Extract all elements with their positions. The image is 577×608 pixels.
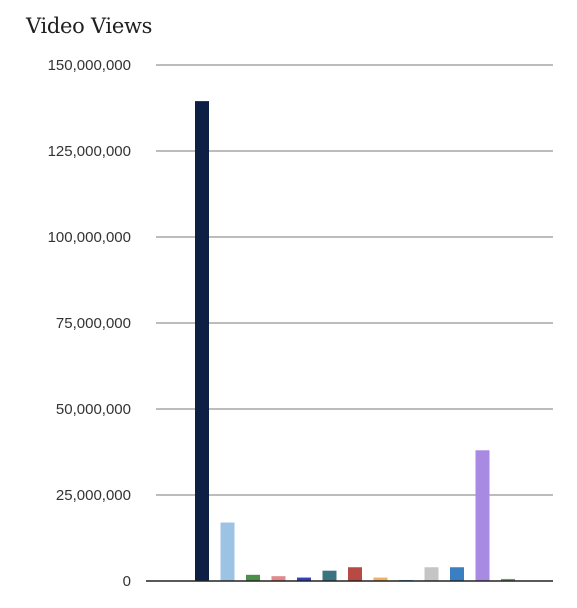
y-tick-label: 100,000,000: [48, 229, 131, 246]
y-tick-label: 150,000,000: [48, 57, 131, 74]
bar: [297, 577, 311, 581]
bar: [475, 450, 490, 581]
bar: [373, 577, 388, 581]
chart-title: Video Views: [26, 14, 153, 38]
bar: [322, 570, 337, 581]
bar: [271, 576, 286, 581]
bar: [501, 578, 515, 581]
y-tick-label: 125,000,000: [48, 143, 131, 160]
bar: [195, 101, 209, 582]
bar: [246, 574, 260, 581]
gridlines: [156, 64, 553, 496]
y-tick-label: 0: [123, 573, 131, 590]
bar: [450, 567, 464, 581]
y-axis-ticks: 0 25,000,000 50,000,000 75,000,000 100,000,0…: [48, 57, 131, 590]
bar: [424, 567, 439, 581]
y-tick-label: 25,000,000: [56, 487, 131, 504]
bars: [195, 101, 515, 582]
bar: [220, 522, 235, 581]
y-tick-label: 50,000,000: [56, 401, 131, 418]
y-tick-label: 75,000,000: [56, 315, 131, 332]
bar: [348, 567, 362, 581]
